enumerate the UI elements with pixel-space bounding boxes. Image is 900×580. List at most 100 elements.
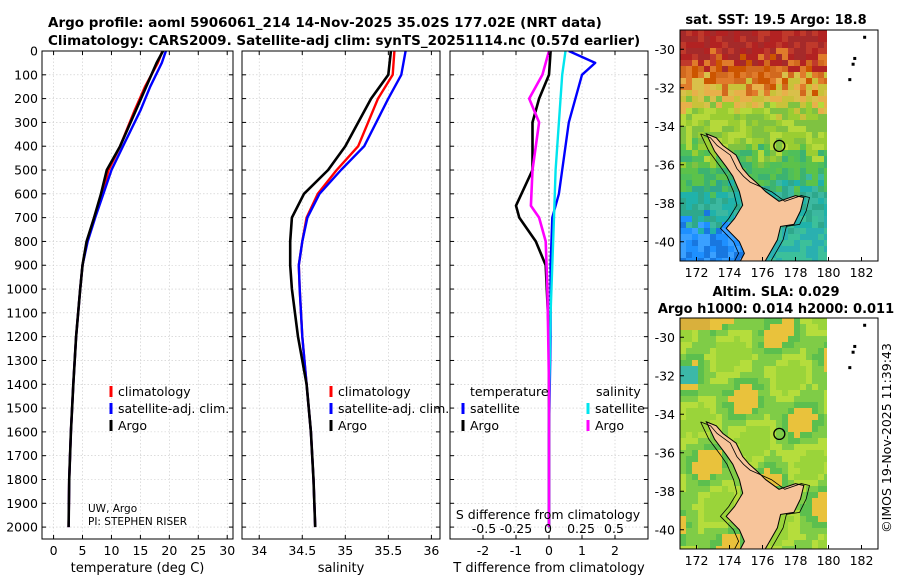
field-cell <box>686 252 693 259</box>
field-cell <box>704 468 711 475</box>
field-cell <box>818 450 825 457</box>
field-cell <box>776 180 783 187</box>
field-cell <box>752 114 759 121</box>
field-cell <box>806 486 813 493</box>
field-cell <box>794 354 801 361</box>
field-cell <box>824 414 827 421</box>
field-cell <box>812 156 819 163</box>
field-cell <box>746 126 753 133</box>
field-cell <box>752 42 759 49</box>
field-cell <box>680 474 687 481</box>
field-cell <box>710 492 717 499</box>
field-cell <box>716 114 723 121</box>
field-cell <box>794 438 801 445</box>
field-cell <box>824 162 827 169</box>
field-cell <box>782 132 789 139</box>
field-cell <box>794 432 801 439</box>
field-cell <box>800 84 807 91</box>
field-cell <box>722 540 729 547</box>
field-cell <box>818 486 825 493</box>
field-cell <box>752 36 759 43</box>
field-cell <box>686 210 693 217</box>
field-cell <box>794 342 801 349</box>
field-cell <box>746 450 753 457</box>
field-cell <box>776 234 783 241</box>
plot-area <box>242 51 440 539</box>
field-cell <box>812 390 819 397</box>
field-cell <box>704 474 711 481</box>
field-cell <box>740 96 747 103</box>
field-cell <box>806 114 813 121</box>
field-cell <box>812 66 819 73</box>
field-cell <box>716 126 723 133</box>
field-cell <box>752 444 759 451</box>
field-cell <box>698 138 705 145</box>
field-cell <box>824 72 827 79</box>
field-cell <box>746 408 753 415</box>
field-cell <box>680 390 687 397</box>
field-cell <box>770 30 777 37</box>
y-tick-label: 1500 <box>6 401 38 416</box>
field-cell <box>764 168 771 175</box>
field-cell <box>734 198 741 205</box>
field-cell <box>704 504 711 511</box>
field-cell <box>680 150 687 157</box>
field-cell <box>752 120 759 127</box>
field-cell <box>776 534 783 541</box>
field-cell <box>710 372 717 379</box>
y-tick-label: 1200 <box>6 329 38 344</box>
field-cell <box>824 510 827 517</box>
field-cell <box>680 210 687 217</box>
field-cell <box>722 54 729 61</box>
field-cell <box>734 354 741 361</box>
field-cell <box>788 372 795 379</box>
legend-label-s-satellite: satellite <box>595 401 645 416</box>
field-cell <box>752 60 759 67</box>
field-cell <box>680 522 687 529</box>
field-cell <box>818 72 825 79</box>
field-cell <box>704 216 711 223</box>
field-cells <box>680 318 827 549</box>
field-cell <box>752 90 759 97</box>
field-cell <box>746 150 753 157</box>
field-cell <box>722 246 729 253</box>
field-cell <box>824 336 827 343</box>
field-cell <box>692 366 699 373</box>
field-cell <box>728 414 735 421</box>
field-cell <box>704 438 711 445</box>
field-cell <box>776 330 783 337</box>
field-cell <box>758 372 765 379</box>
field-cell <box>788 432 795 439</box>
field-cell <box>728 258 735 261</box>
field-cell <box>704 138 711 145</box>
field-cell <box>758 96 765 103</box>
field-cell <box>806 60 813 67</box>
field-cell <box>818 378 825 385</box>
x-tick-label: -1 <box>510 543 522 558</box>
field-cell <box>728 114 735 121</box>
field-cell <box>806 138 813 145</box>
field-cell <box>758 54 765 61</box>
field-cell <box>812 486 819 493</box>
field-cell <box>692 144 699 151</box>
x-tick-label: 178 <box>784 553 808 568</box>
field-cell <box>686 78 693 85</box>
field-cell <box>758 324 765 331</box>
field-cell <box>776 96 783 103</box>
field-cell <box>686 510 693 517</box>
field-cell <box>782 126 789 133</box>
field-cell <box>716 240 723 247</box>
field-cell <box>704 78 711 85</box>
field-cell <box>800 534 807 541</box>
field-cell <box>782 150 789 157</box>
field-cell <box>818 360 825 367</box>
field-cell <box>716 420 723 427</box>
field-cell <box>698 204 705 211</box>
field-cell <box>728 402 735 409</box>
field-cell <box>812 228 819 235</box>
field-cell <box>710 84 717 91</box>
field-cell <box>722 360 729 367</box>
field-cell <box>812 348 819 355</box>
field-cell <box>776 348 783 355</box>
field-cell <box>698 168 705 175</box>
